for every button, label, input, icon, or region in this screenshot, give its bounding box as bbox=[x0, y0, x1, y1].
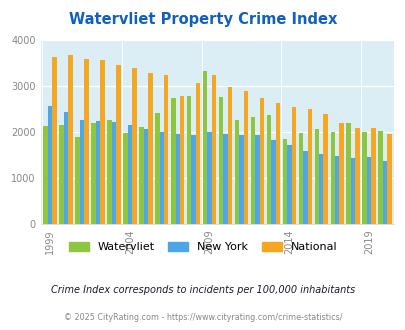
Bar bbox=[275, 103, 279, 224]
Bar bbox=[52, 57, 57, 224]
Bar bbox=[354, 128, 359, 224]
Bar bbox=[64, 112, 68, 224]
Bar bbox=[286, 145, 291, 224]
Legend: Watervliet, New York, National: Watervliet, New York, National bbox=[69, 242, 336, 252]
Bar bbox=[266, 115, 271, 224]
Bar bbox=[234, 119, 239, 224]
Bar bbox=[350, 158, 354, 224]
Bar bbox=[227, 87, 232, 224]
Text: Watervliet Property Crime Index: Watervliet Property Crime Index bbox=[68, 12, 337, 26]
Bar bbox=[143, 129, 148, 224]
Bar bbox=[314, 129, 318, 224]
Bar bbox=[164, 75, 168, 224]
Bar bbox=[223, 134, 227, 224]
Bar bbox=[382, 161, 386, 224]
Bar bbox=[48, 106, 52, 224]
Bar bbox=[202, 72, 207, 224]
Bar bbox=[339, 123, 343, 224]
Bar bbox=[139, 127, 143, 224]
Bar bbox=[148, 73, 152, 224]
Bar bbox=[43, 126, 48, 224]
Bar bbox=[218, 97, 223, 224]
Bar bbox=[303, 151, 307, 224]
Bar bbox=[127, 125, 132, 224]
Bar bbox=[175, 134, 179, 224]
Bar bbox=[116, 65, 120, 224]
Bar bbox=[323, 115, 327, 224]
Bar bbox=[307, 109, 311, 224]
Bar bbox=[187, 95, 191, 224]
Bar bbox=[80, 120, 84, 224]
Bar bbox=[243, 91, 247, 224]
Bar bbox=[377, 131, 382, 224]
Bar bbox=[59, 125, 64, 224]
Text: Crime Index corresponds to incidents per 100,000 inhabitants: Crime Index corresponds to incidents per… bbox=[51, 285, 354, 295]
Bar bbox=[255, 135, 259, 224]
Bar bbox=[386, 134, 391, 224]
Bar bbox=[211, 75, 216, 224]
Bar bbox=[366, 157, 371, 224]
Bar bbox=[371, 128, 375, 224]
Bar bbox=[334, 156, 339, 224]
Bar bbox=[68, 55, 72, 224]
Bar bbox=[196, 83, 200, 224]
Bar bbox=[96, 121, 100, 224]
Bar bbox=[207, 132, 211, 224]
Bar bbox=[282, 139, 286, 224]
Bar bbox=[298, 133, 303, 224]
Bar bbox=[250, 117, 255, 224]
Bar bbox=[155, 113, 159, 224]
Bar bbox=[111, 122, 116, 224]
Bar bbox=[318, 154, 323, 224]
Bar bbox=[84, 58, 89, 224]
Text: © 2025 CityRating.com - https://www.cityrating.com/crime-statistics/: © 2025 CityRating.com - https://www.city… bbox=[64, 314, 341, 322]
Bar bbox=[132, 68, 136, 224]
Bar bbox=[75, 137, 80, 224]
Bar bbox=[345, 123, 350, 224]
Bar bbox=[362, 132, 366, 224]
Bar bbox=[271, 140, 275, 224]
Bar bbox=[171, 98, 175, 224]
Bar bbox=[100, 60, 104, 224]
Bar bbox=[291, 107, 295, 224]
Bar bbox=[107, 119, 111, 224]
Bar bbox=[330, 132, 334, 224]
Bar bbox=[191, 135, 196, 224]
Bar bbox=[259, 98, 264, 224]
Bar bbox=[239, 135, 243, 224]
Bar bbox=[159, 132, 164, 224]
Bar bbox=[91, 123, 96, 224]
Bar bbox=[179, 95, 184, 224]
Bar bbox=[123, 133, 127, 224]
